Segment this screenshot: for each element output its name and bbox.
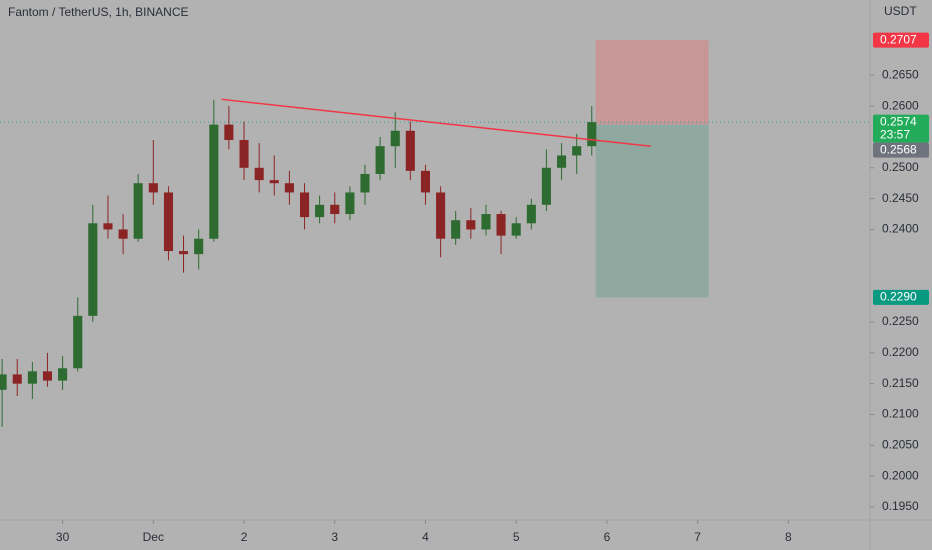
- candle-body: [436, 192, 446, 239]
- y-tick-label: 0.2200: [882, 345, 919, 359]
- candle-body: [405, 130, 415, 171]
- y-tick-label: 0.2250: [882, 314, 919, 328]
- y-tick-label: 0.2650: [882, 67, 919, 81]
- y-tick-label: 0.2500: [882, 160, 919, 174]
- candle-body: [315, 204, 325, 218]
- candle-body: [496, 214, 506, 236]
- y-axis-label: USDT: [884, 4, 917, 18]
- candle-body: [118, 229, 128, 239]
- y-tick-label: 0.2050: [882, 438, 919, 452]
- y-tick-label: 0.2600: [882, 98, 919, 112]
- position-loss-zone: [595, 40, 709, 125]
- candle-body: [511, 223, 521, 236]
- chart-title: Fantom / TetherUS, 1h, BINANCE: [8, 5, 189, 19]
- price-label: 0.2707: [880, 32, 917, 46]
- x-tick-label: Dec: [143, 530, 164, 544]
- x-tick-label: 4: [422, 530, 429, 544]
- x-tick-label: 2: [241, 530, 248, 544]
- price-label-box: [873, 289, 929, 305]
- candle-body: [300, 192, 310, 218]
- price-label-box: [873, 142, 929, 158]
- candle-body: [345, 192, 355, 215]
- candle-body: [557, 155, 567, 168]
- candle-body: [27, 371, 37, 384]
- candle-body: [178, 251, 189, 255]
- candle-body: [88, 223, 98, 316]
- price-label: 0.2568: [880, 142, 917, 156]
- price-label: 0.2574: [880, 114, 917, 128]
- price-label-box: [873, 114, 929, 143]
- candle-body: [466, 220, 476, 230]
- y-tick-label: 0.2150: [882, 376, 919, 390]
- candle-body: [526, 204, 536, 224]
- x-tick-label: 8: [785, 530, 792, 544]
- candle-body: [420, 170, 431, 193]
- price-countdown: 23:57: [880, 127, 910, 141]
- candle-body: [254, 167, 264, 181]
- candle-body: [209, 124, 219, 239]
- candle-body: [587, 122, 597, 147]
- y-tick-label: 0.2100: [882, 407, 919, 421]
- candle-body: [269, 180, 279, 184]
- candle-body: [163, 192, 174, 252]
- position-profit-zone: [595, 124, 709, 298]
- candle-body: [284, 183, 294, 193]
- y-tick-label: 0.2000: [882, 468, 919, 482]
- candle-body: [239, 140, 249, 168]
- candle-body: [12, 374, 22, 384]
- price-label: 0.2290: [880, 289, 917, 303]
- x-tick-label: 3: [331, 530, 338, 544]
- x-tick-label: 6: [604, 530, 611, 544]
- candle-body: [481, 214, 491, 230]
- candle-body: [375, 146, 385, 174]
- candle-body: [58, 368, 68, 381]
- candle-body: [572, 146, 582, 156]
- x-tick-label: 5: [513, 530, 520, 544]
- candle-body: [451, 220, 461, 239]
- candle-body: [148, 183, 158, 193]
- candle-body: [73, 315, 83, 369]
- y-tick-label: 0.1950: [882, 499, 919, 513]
- y-tick-label: 0.2400: [882, 222, 919, 236]
- candle-body: [541, 167, 551, 205]
- candle-body: [194, 238, 204, 255]
- x-tick-label: 30: [56, 530, 70, 544]
- candle-body: [224, 124, 234, 141]
- y-tick-label: 0.2450: [882, 191, 919, 205]
- candle-body: [360, 173, 370, 193]
- candle-body: [103, 223, 113, 230]
- candle-body: [330, 204, 340, 215]
- candle-body: [390, 130, 400, 147]
- trendline: [221, 98, 651, 147]
- price-label-box: [873, 32, 929, 48]
- candle-body: [0, 374, 7, 390]
- candle-body: [133, 183, 143, 239]
- x-tick-label: 7: [694, 530, 701, 544]
- candle-body: [42, 371, 52, 381]
